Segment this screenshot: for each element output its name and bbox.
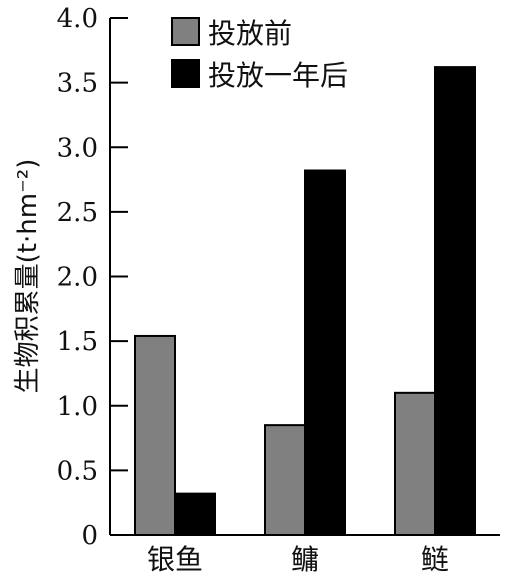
bar-after-1 (304, 169, 346, 536)
y-tick-label: 0 (81, 521, 98, 551)
y-tick-label: 2.5 (57, 198, 98, 228)
legend-swatch (171, 59, 200, 88)
y-axis-label: 生物积累量(t·hm⁻²) (13, 159, 43, 394)
bar-before-0 (134, 334, 176, 536)
bar-before-1 (264, 424, 306, 537)
bar-before-2 (394, 391, 436, 537)
legend-label: 投放一年后 (208, 59, 348, 92)
y-ticks-group: 0 0.5 1.0 1.5 2.0 2.5 3.0 3.5 4.0 (57, 4, 128, 551)
y-tick-label: 4.0 (57, 4, 98, 34)
bars-group (134, 66, 476, 537)
y-tick-label: 3.0 (57, 133, 98, 163)
y-tick-label: 0.5 (57, 456, 98, 486)
legend-label: 投放前 (208, 17, 292, 50)
x-labels-group: 银鱼 鳙 鲢 (147, 543, 449, 576)
y-tick-label: 1.0 (57, 392, 98, 422)
y-tick-label: 1.5 (57, 327, 98, 357)
y-tick-label: 2.0 (57, 263, 98, 293)
legend-swatch (171, 17, 200, 46)
x-category-label: 鳙 (291, 543, 319, 576)
y-tick-label: 3.5 (57, 69, 98, 99)
x-category-label: 银鱼 (147, 543, 203, 576)
x-category-label: 鲢 (421, 543, 449, 576)
bar-after-2 (434, 66, 476, 537)
bar-after-0 (174, 492, 216, 537)
